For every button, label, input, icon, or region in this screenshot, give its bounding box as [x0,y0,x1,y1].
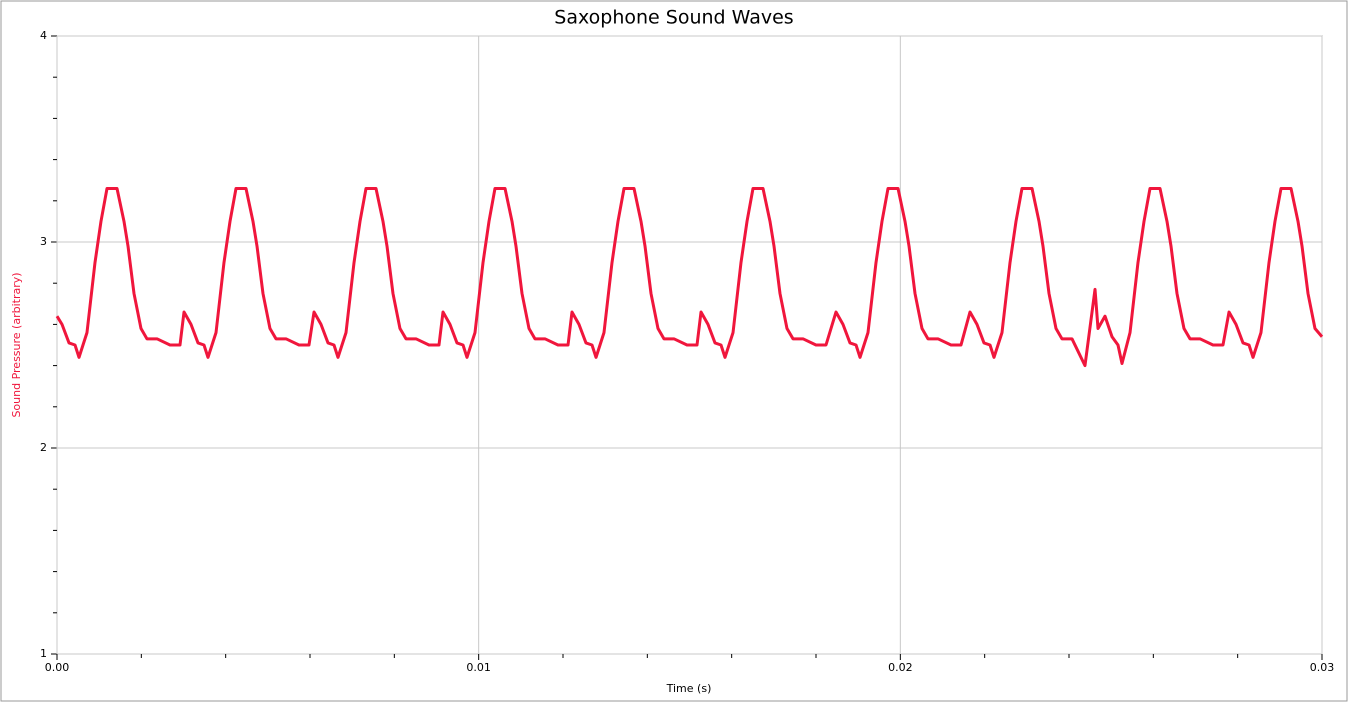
y-tick-label: 4 [40,29,47,42]
x-tick-label: 0.02 [888,661,913,674]
chart-title: Saxophone Sound Waves [554,7,793,29]
x-tick-label: 0.03 [1310,661,1335,674]
y-tick-label: 3 [40,235,47,248]
y-axis-label: Sound Pressure (arbitrary) [10,272,23,417]
x-tick-label: 0.00 [45,661,70,674]
x-axis-label: Time (s) [666,682,712,695]
data-line [55,186,1324,368]
x-tick-label: 0.01 [466,661,491,674]
y-tick-label: 2 [40,441,47,454]
y-tick-label: 1 [40,647,47,660]
